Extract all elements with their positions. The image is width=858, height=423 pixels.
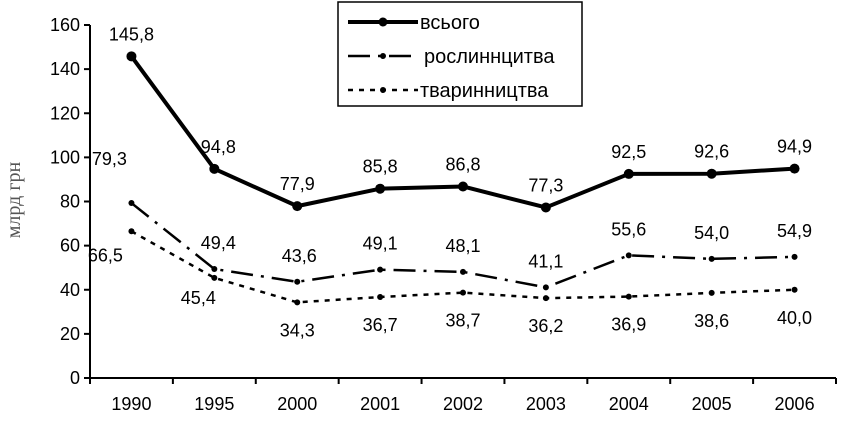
series-point [706, 168, 717, 179]
legend: всього рослиннцитва тваринництва [337, 1, 583, 107]
legend-item-livestock: тваринництва [348, 80, 549, 102]
legend-marker-livestock [380, 87, 386, 93]
data-label: 54,9 [777, 221, 812, 241]
x-tick-label: 1990 [111, 394, 151, 414]
x-tick-label: 1995 [194, 394, 234, 414]
series-point [791, 253, 798, 260]
data-label: 36,7 [363, 315, 398, 335]
series-point [375, 183, 386, 194]
data-label: 34,3 [280, 320, 315, 340]
series-point [128, 200, 135, 207]
series-point [789, 163, 800, 174]
series-point [460, 268, 466, 275]
data-label: 55,6 [611, 219, 646, 239]
x-tick-label: 2000 [277, 394, 317, 414]
series-point [791, 286, 798, 293]
x-tick-label: 2006 [775, 394, 815, 414]
data-label: 38,6 [694, 311, 729, 331]
data-label: 145,8 [109, 24, 154, 44]
data-labels: 145,8 94,8 77,9 85,8 86,8 77,3 92,5 92,6 94,9 79,… [88, 24, 812, 340]
x-tick-label: 2003 [526, 394, 566, 414]
y-axis-title: млрд грн [3, 161, 25, 238]
data-label: 40,0 [777, 308, 812, 328]
data-label: 94,8 [201, 137, 236, 157]
y-tick-label: 120 [50, 103, 80, 123]
x-tick-label: 2005 [692, 394, 732, 414]
y-tick-label: 140 [50, 59, 80, 79]
data-label: 92,6 [694, 142, 729, 162]
x-tick-label: 2001 [360, 394, 400, 414]
series-point [625, 293, 632, 300]
data-label: 38,7 [445, 311, 480, 331]
series-point [209, 163, 220, 174]
data-label: 86,8 [445, 154, 480, 174]
x-tick-label: 2004 [609, 394, 649, 414]
series-point [458, 181, 468, 192]
y-tick-label: 160 [50, 15, 80, 35]
series-point [623, 168, 634, 179]
data-label: 48,1 [445, 236, 480, 256]
series-point [625, 252, 632, 259]
data-label: 85,8 [363, 157, 398, 177]
series-point [460, 289, 466, 296]
series-point [128, 228, 135, 235]
series-point [211, 274, 218, 281]
legend-marker-crop [380, 53, 386, 59]
data-label: 49,1 [363, 234, 398, 254]
series-point [126, 51, 137, 62]
data-label: 49,4 [201, 233, 236, 253]
legend-item-crop: рослиннцитва [348, 46, 555, 68]
series-line [130, 230, 795, 304]
data-label: 54,0 [694, 223, 729, 243]
series-point [377, 294, 384, 301]
y-tick-label: 40 [60, 280, 80, 300]
legend-item-total: всього [348, 12, 480, 34]
data-label: 36,9 [611, 315, 646, 335]
data-label: 77,3 [528, 175, 563, 195]
data-label: 66,5 [88, 245, 123, 265]
series-point [708, 289, 715, 296]
series-line [130, 202, 795, 289]
series-point [294, 278, 301, 285]
legend-label-livestock: тваринництва [420, 80, 549, 102]
y-tick-labels: 0 20 40 60 80 100 120 140 160 [50, 15, 80, 388]
axes [84, 24, 837, 384]
series-point [294, 299, 301, 306]
y-tick-label: 0 [70, 368, 80, 388]
x-tick-label: 2002 [443, 394, 483, 414]
series-point [708, 255, 715, 262]
series-lines [126, 51, 800, 306]
series-point [211, 266, 218, 273]
y-tick-label: 20 [60, 324, 80, 344]
data-label: 45,4 [181, 288, 216, 308]
series-point [377, 266, 384, 273]
y-tick-label: 80 [60, 192, 80, 212]
data-label: 41,1 [528, 251, 563, 271]
series-point [540, 202, 551, 213]
data-label: 77,9 [280, 174, 315, 194]
data-label: 43,6 [282, 246, 317, 266]
y-tick-label: 100 [50, 147, 80, 167]
data-label: 79,3 [92, 149, 127, 169]
data-label: 36,2 [528, 316, 563, 336]
legend-label-total: всього [420, 12, 480, 34]
legend-box [337, 1, 583, 107]
x-tick-labels: 1990 1995 2000 2001 2002 2003 2004 2005 2006 [111, 394, 814, 414]
data-label: 94,9 [777, 137, 812, 157]
series-point [292, 201, 303, 212]
legend-label-crop: рослиннцитва [424, 46, 555, 68]
data-label: 92,5 [611, 142, 646, 162]
legend-marker-total [378, 17, 388, 27]
series-point [542, 295, 549, 302]
series-point [542, 284, 549, 291]
y-tick-label: 60 [60, 236, 80, 256]
